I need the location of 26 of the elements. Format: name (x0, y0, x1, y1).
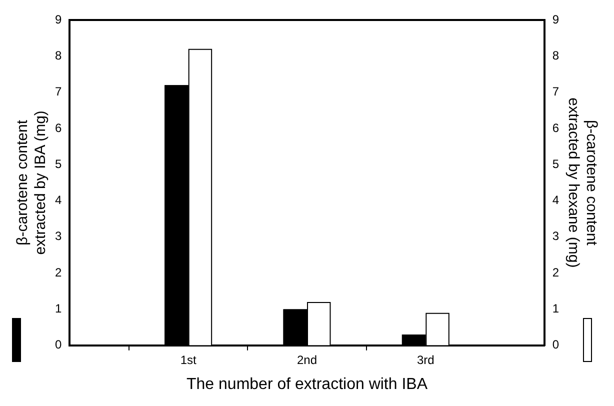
y-axis-title: β-carotene content extracted by IBA (mg) (14, 110, 50, 255)
y-tick-label: 3 (54, 229, 62, 244)
y-tick-label: 6 (54, 120, 62, 135)
y2-tick-label: 7 (552, 84, 560, 99)
y-tick-label: 8 (54, 48, 62, 62)
y-tick-label: 7 (54, 84, 62, 99)
y-tick-label: 9 (54, 12, 62, 26)
x-tick-label: 2nd (296, 352, 318, 367)
y2-tick-label: 5 (552, 156, 560, 171)
y-tick-label: 5 (54, 156, 62, 171)
y2-tick-label: 4 (552, 193, 560, 208)
x-tick-label: 1st (180, 352, 198, 367)
y-tick-label: 0 (54, 338, 62, 352)
y2-tick-label: 1 (552, 302, 560, 316)
y2-tick-label: 3 (552, 229, 560, 244)
x-tick-label: 3rd (416, 352, 434, 367)
x-axis-title: The number of extraction with IBA (186, 376, 428, 393)
y2-tick-label: 2 (552, 265, 560, 280)
y-tick-label: 4 (54, 193, 62, 208)
y2-tick-label: 9 (552, 12, 560, 26)
y2-tick-label: 0 (552, 338, 560, 352)
y2-tick-label: 8 (552, 48, 560, 62)
y-tick-label: 2 (54, 265, 62, 280)
y-tick-label: 1 (54, 302, 62, 316)
y2-axis-title: β-carotene content extracted by hexane (mg) (564, 98, 600, 268)
y2-tick-label: 6 (552, 120, 560, 135)
